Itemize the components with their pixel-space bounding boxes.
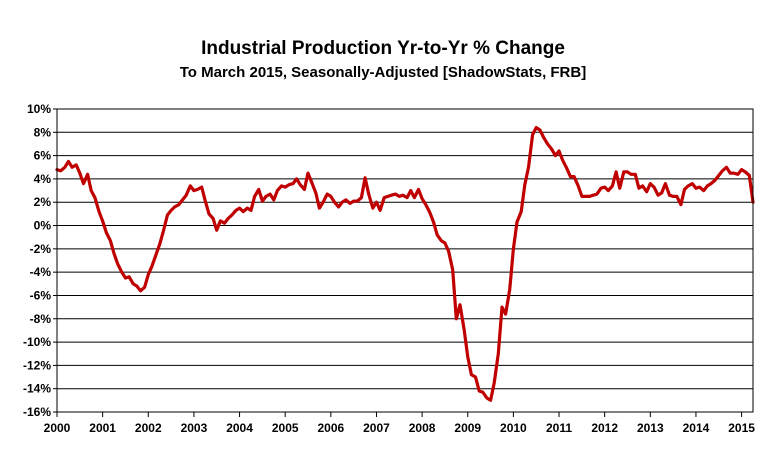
x-tick-label: 2012 bbox=[591, 421, 618, 435]
y-axis: 10% 8% 6% 4% 2% 0% -2% -4% -6% -8% -10% -12% -14% -16… bbox=[23, 102, 57, 419]
series-group bbox=[55, 126, 755, 402]
y-tick-label: 0% bbox=[34, 219, 52, 233]
x-tick-label: 2001 bbox=[89, 421, 116, 435]
x-tick-label: 2006 bbox=[317, 421, 344, 435]
x-tick-label: 2011 bbox=[546, 421, 572, 435]
series-line bbox=[55, 126, 755, 402]
y-tick-label: 10% bbox=[27, 102, 51, 116]
x-tick-label: 2000 bbox=[44, 421, 71, 435]
y-tick-label: 6% bbox=[34, 149, 52, 163]
x-tick-label: 2013 bbox=[637, 421, 664, 435]
y-tick-label: -6% bbox=[30, 288, 52, 302]
chart-subtitle: To March 2015, Seasonally-Adjusted [Shad… bbox=[180, 64, 586, 81]
grid bbox=[57, 131, 753, 390]
y-tick-label: -2% bbox=[30, 242, 52, 256]
x-tick-label: 2005 bbox=[272, 421, 299, 435]
x-tick-label: 2014 bbox=[683, 421, 710, 435]
y-tick-label: -12% bbox=[23, 358, 51, 372]
x-tick-label: 2008 bbox=[409, 421, 436, 435]
y-tick-label: -14% bbox=[23, 382, 51, 396]
x-axis: 2000 2001 2002 2003 2004 2005 2006 2007 2008 2009… bbox=[44, 412, 755, 435]
y-tick-label: -8% bbox=[30, 312, 52, 326]
x-tick-label: 2003 bbox=[181, 421, 208, 435]
y-tick-label: 2% bbox=[34, 195, 52, 209]
y-tick-label: -16% bbox=[23, 405, 51, 419]
y-tick-label: -4% bbox=[30, 265, 52, 279]
y-tick-label: 4% bbox=[34, 172, 52, 186]
x-tick-label: 2004 bbox=[226, 421, 253, 435]
x-tick-label: 2010 bbox=[500, 421, 527, 435]
x-tick-label: 2009 bbox=[454, 421, 481, 435]
plot-border bbox=[56, 108, 754, 413]
y-tick-label: -10% bbox=[23, 335, 51, 349]
x-tick-label: 2007 bbox=[363, 421, 390, 435]
y-tick-label: 8% bbox=[34, 125, 52, 139]
chart-title: Industrial Production Yr-to-Yr % Change bbox=[201, 38, 565, 59]
x-tick-label: 2002 bbox=[135, 421, 162, 435]
x-tick-label: 2015 bbox=[728, 421, 755, 435]
